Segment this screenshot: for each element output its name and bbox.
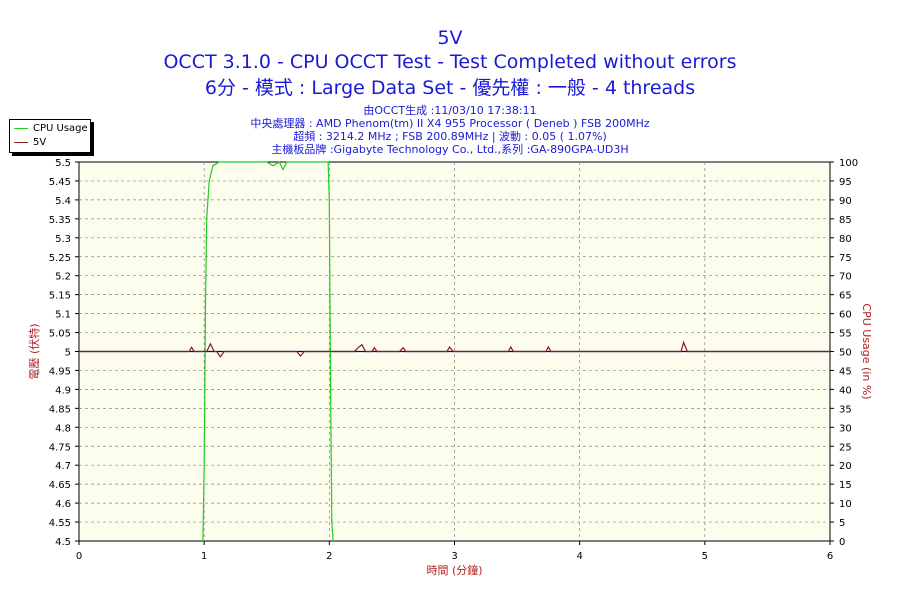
legend: CPU Usage 5V <box>9 119 91 153</box>
axes: 4.5 4.55 4.6 4.65 4.7 4.75 4.8 4.85 4.9 4.95 5 5.05… <box>49 158 858 562</box>
x-tick-label: 0 <box>76 551 82 562</box>
x-tick-label: 5 <box>702 551 708 562</box>
y-left-tick-label: 5.2 <box>55 272 71 283</box>
y-left-tick-label: 4.6 <box>55 499 71 510</box>
x-tick-label: 2 <box>326 551 332 562</box>
legend-item-cpu-usage: CPU Usage <box>14 123 88 135</box>
y-left-tick-label: 5.25 <box>49 253 71 264</box>
legend-swatch <box>14 127 28 129</box>
x-axis-label: 時間 (分鐘) <box>426 563 482 577</box>
y-right-tick-label: 35 <box>839 404 852 415</box>
y-right-tick-label: 70 <box>839 272 852 283</box>
y-left-tick-label: 4.85 <box>49 404 71 415</box>
y-right-tick-label: 85 <box>839 215 852 226</box>
y-left-tick-label: 4.55 <box>49 518 71 529</box>
y-left-tick-label: 4.75 <box>49 442 71 453</box>
y-right-tick-label: 65 <box>839 291 852 302</box>
y-left-tick-label: 5.15 <box>49 291 71 302</box>
y-right-tick-label: 50 <box>839 348 852 359</box>
grid <box>79 162 830 541</box>
legend-swatch <box>14 141 28 143</box>
y-right-tick-label: 5 <box>839 518 845 529</box>
y-right-tick-label: 40 <box>839 385 852 396</box>
x-tick-label: 4 <box>576 551 582 562</box>
x-tick-label: 1 <box>201 551 207 562</box>
y-left-tick-label: 5.3 <box>55 234 71 245</box>
y-left-tick-label: 4.7 <box>55 461 71 472</box>
x-tick-label: 3 <box>451 551 457 562</box>
y-right-tick-label: 10 <box>839 499 852 510</box>
y-right-tick-label: 90 <box>839 196 852 207</box>
y-left-tick-label: 5.5 <box>55 158 71 169</box>
y-left-tick-label: 4.8 <box>55 423 71 434</box>
chart-subtitle: OCCT 3.1.0 - CPU OCCT Test - Test Comple… <box>163 51 737 73</box>
y-left-tick-label: 4.9 <box>55 385 71 396</box>
y-right-tick-label: 30 <box>839 423 852 434</box>
y-right-tick-label: 95 <box>839 177 852 188</box>
x-tick-label: 6 <box>827 551 833 562</box>
series-line-cpu-usage <box>202 161 334 542</box>
y-right-tick-label: 55 <box>839 329 852 340</box>
chart-test-mode: 6分 - 模式 : Large Data Set - 優先權 : 一般 - 4 … <box>204 77 696 99</box>
y-left-tick-label: 5.35 <box>49 215 71 226</box>
y-left-tick-label: 4.95 <box>49 366 71 377</box>
y-left-tick-label: 5 <box>65 348 71 359</box>
y-left-tick-label: 4.65 <box>49 480 71 491</box>
legend-label: CPU Usage <box>33 123 88 134</box>
axis-labels: 時間 (分鐘) 電壓 (伏特) CPU Usage (in %) <box>27 303 873 577</box>
y-left-tick-label: 5.4 <box>55 196 71 207</box>
info-clock: 超頻 : 3214.2 MHz ; FSB 200.89MHz | 波動 : 0… <box>293 130 607 143</box>
y-right-axis-label: CPU Usage (in %) <box>860 303 873 399</box>
legend-label: 5V <box>33 137 47 148</box>
y-right-tick-label: 0 <box>839 537 845 548</box>
info-cpu: 中央處理器 : AMD Phenom(tm) II X4 955 Process… <box>250 117 650 130</box>
y-left-tick-label: 5.1 <box>55 310 71 321</box>
y-right-tick-label: 15 <box>839 480 852 491</box>
y-right-tick-label: 60 <box>839 310 852 321</box>
info-motherboard: 主機板品牌 :Gigabyte Technology Co., Ltd.,系列 … <box>271 143 629 156</box>
y-left-tick-label: 5.05 <box>49 329 71 340</box>
series-line-5v <box>79 340 830 358</box>
y-right-tick-label: 25 <box>839 442 852 453</box>
y-left-tick-label: 5.45 <box>49 177 71 188</box>
y-left-axis-label: 電壓 (伏特) <box>27 323 41 379</box>
y-right-tick-label: 20 <box>839 461 852 472</box>
y-right-tick-label: 45 <box>839 366 852 377</box>
y-right-tick-label: 100 <box>839 158 858 169</box>
legend-item-5v: 5V <box>14 137 46 149</box>
chart-title: 5V <box>437 27 463 49</box>
y-right-tick-label: 80 <box>839 234 852 245</box>
y-left-tick-label: 4.5 <box>55 537 71 548</box>
series <box>79 161 830 542</box>
info-generated: 由OCCT生成 :11/03/10 17:38:11 <box>363 104 537 117</box>
y-right-tick-label: 75 <box>839 253 852 264</box>
